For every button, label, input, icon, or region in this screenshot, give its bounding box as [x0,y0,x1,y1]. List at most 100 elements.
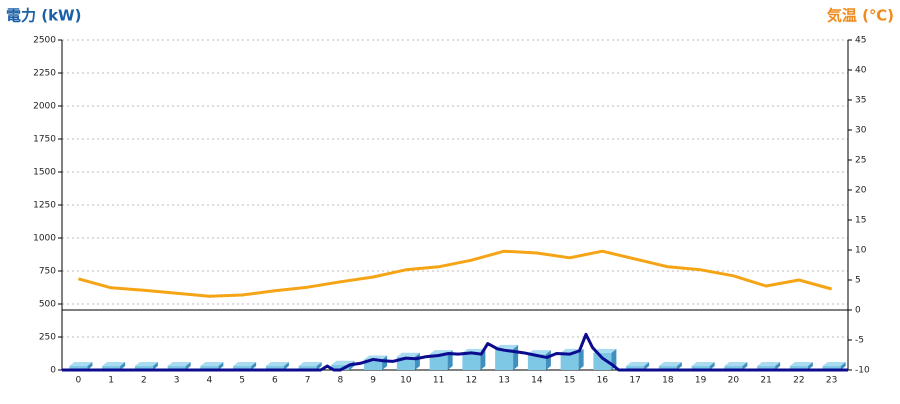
bar-top [396,352,420,357]
bar-top [364,355,388,360]
bar-side [742,362,748,370]
bar-top [593,348,617,353]
y2-tick-label: 25 [855,156,866,166]
y-tick-label: 1500 [33,168,56,178]
bar [69,366,88,370]
x-tick-label: 18 [662,376,674,386]
y-tick-label: 2000 [33,102,56,112]
x-tick-label: 1 [108,376,114,386]
y2-tick-label: -5 [855,336,864,346]
bar-top [298,362,322,367]
bar-side [316,362,322,370]
bar-side [513,344,519,370]
bar-top [789,362,813,367]
y2-tick-label: 45 [855,36,866,46]
y2-tick-label: 20 [855,186,867,196]
bar-side [185,362,191,370]
x-tick-label: 3 [174,376,180,386]
bar-top [757,362,781,367]
bar [560,352,579,370]
bar [691,366,710,370]
x-tick-label: 14 [531,376,543,386]
y-tick-label: 1000 [33,234,56,244]
y2-tick-label: 15 [855,216,866,226]
x-tick-label: 5 [239,376,245,386]
y-tick-label: 1750 [33,135,56,145]
y-tick-label: 500 [39,300,56,310]
bar-top [495,344,519,349]
bar-top [200,362,224,367]
bar [233,366,252,370]
x-tick-label: 8 [338,376,344,386]
x-tick-label: 17 [629,376,640,386]
bar-top [724,362,748,367]
x-tick-label: 23 [826,376,837,386]
bar-top [527,350,551,355]
bar-top [265,362,289,367]
x-tick-label: 19 [695,376,707,386]
y-tick-label: 0 [50,366,56,376]
bar [658,366,677,370]
x-tick-label: 11 [433,376,444,386]
bar [298,366,317,370]
y2-tick-label: 0 [855,306,861,316]
x-tick-label: 20 [728,376,740,386]
y2-tick-label: 40 [855,66,867,76]
bar-side [578,348,584,370]
bar [462,352,481,370]
y-tick-label: 1250 [33,201,56,211]
bar [364,359,383,370]
bar-side [152,362,158,370]
y-tick-label: 250 [39,333,56,343]
bar-top [626,362,650,367]
bar-top [691,362,715,367]
bar [134,366,153,370]
bar-side [251,362,257,370]
bar-top [69,362,93,367]
y-axis-title: 電力 (kW) [6,7,81,25]
x-tick-label: 16 [597,376,609,386]
bar-side [676,362,682,370]
bar [724,366,743,370]
y2-tick-label: 35 [855,96,866,106]
bar-top [233,362,257,367]
x-tick-label: 13 [498,376,509,386]
x-tick-label: 10 [400,376,412,386]
bar-top [167,362,191,367]
x-tick-label: 12 [466,376,477,386]
x-tick-label: 9 [370,376,376,386]
x-tick-label: 21 [760,376,771,386]
x-tick-label: 2 [141,376,147,386]
bar [102,366,121,370]
bar-side [807,362,813,370]
bar [593,352,612,370]
y-tick-label: 2250 [33,69,56,79]
bar [495,348,514,370]
bar-side [382,355,388,370]
bar [757,366,776,370]
bar [822,366,841,370]
x-tick-label: 4 [207,376,213,386]
bar-side [87,362,93,370]
bar [789,366,808,370]
bar-side [709,362,715,370]
x-tick-label: 15 [564,376,575,386]
line [62,332,848,372]
bar [429,354,448,370]
y2-tick-label: 30 [855,126,867,136]
y-tick-label: 750 [39,267,56,277]
bar-top [134,362,158,367]
y2-tick-label: 10 [855,246,867,256]
bar-side [283,362,289,370]
bar [265,366,284,370]
x-tick-label: 7 [305,376,311,386]
line [77,249,833,298]
bar-side [840,362,846,370]
bar [626,366,645,370]
bar [331,364,350,370]
y2-tick-label: 5 [855,276,861,286]
y2-axis-title: 気温 (℃) [827,7,894,25]
bar-side [218,362,224,370]
bar-side [120,362,126,370]
